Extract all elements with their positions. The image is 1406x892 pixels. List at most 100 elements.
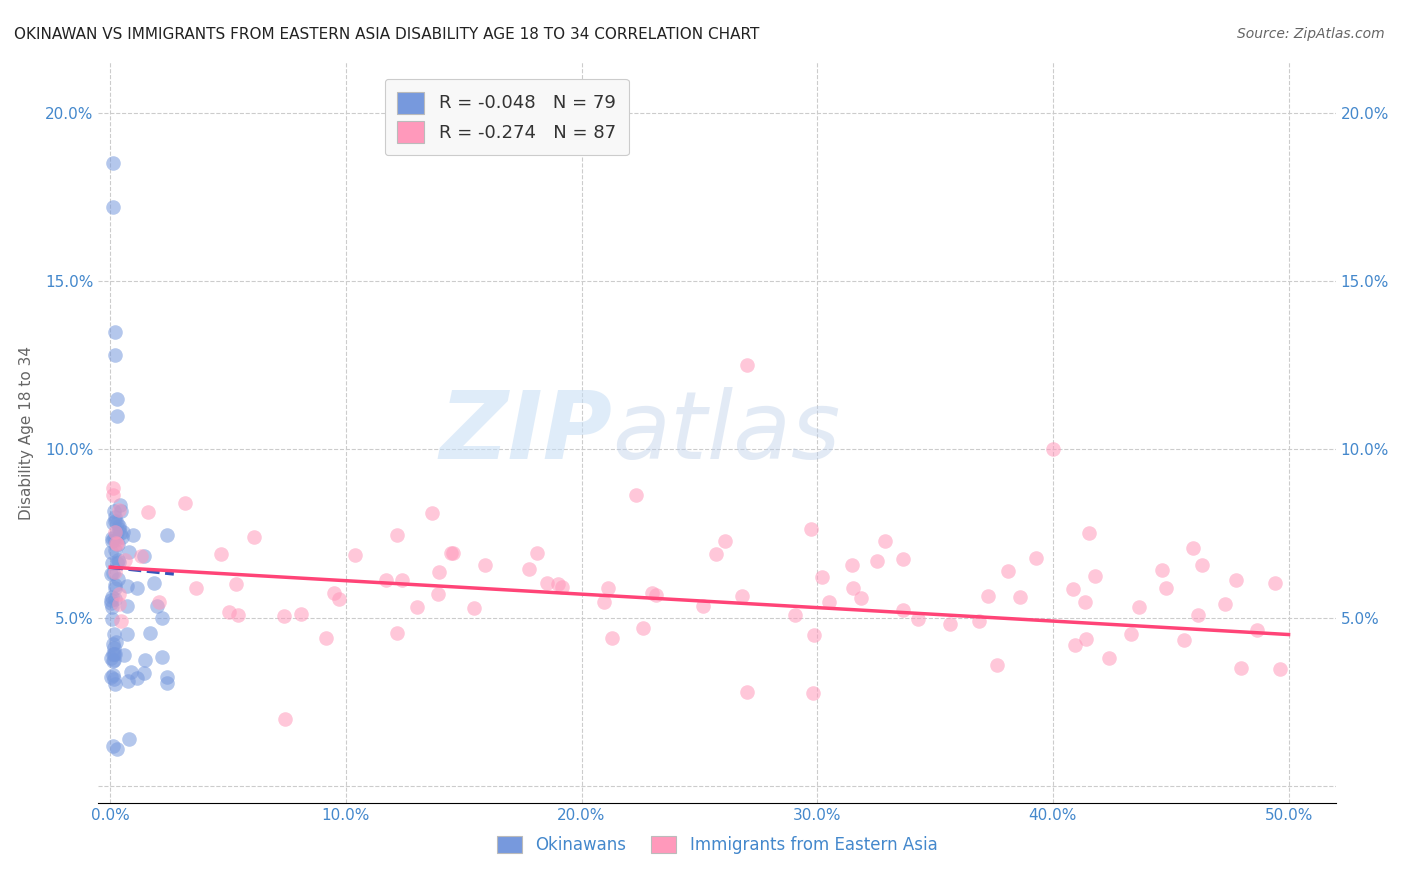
- Point: [100, 566, 122, 581]
- Point: [1173, 632, 1195, 647]
- Point: [1074, 595, 1097, 609]
- Point: [1008, 590, 1031, 604]
- Point: [385, 528, 408, 542]
- Point: [1191, 558, 1213, 572]
- Point: [641, 586, 664, 600]
- Point: [600, 631, 623, 645]
- Point: [107, 572, 129, 586]
- Point: [893, 551, 915, 566]
- Point: [100, 596, 122, 610]
- Point: [103, 672, 125, 686]
- Point: [440, 546, 463, 560]
- Point: [108, 587, 131, 601]
- Point: [849, 591, 872, 606]
- Point: [1084, 569, 1107, 583]
- Point: [105, 392, 128, 406]
- Point: [108, 498, 131, 512]
- Text: atlas: atlas: [612, 387, 841, 478]
- Point: [375, 573, 398, 587]
- Point: [800, 522, 823, 536]
- Point: [101, 739, 124, 753]
- Point: [118, 545, 141, 559]
- Point: [104, 578, 127, 592]
- Point: [143, 576, 166, 591]
- Point: [155, 676, 177, 690]
- Point: [939, 617, 962, 632]
- Point: [110, 504, 132, 518]
- Point: [115, 627, 138, 641]
- Point: [114, 648, 136, 662]
- Point: [100, 592, 122, 607]
- Point: [551, 580, 574, 594]
- Text: ZIP: ZIP: [439, 386, 612, 479]
- Point: [105, 742, 128, 756]
- Point: [1246, 624, 1268, 638]
- Point: [226, 607, 249, 622]
- Point: [873, 534, 896, 549]
- Point: [101, 600, 124, 615]
- Point: [107, 537, 129, 551]
- Point: [146, 599, 169, 613]
- Point: [1076, 632, 1098, 646]
- Point: [139, 626, 162, 640]
- Point: [1264, 576, 1286, 591]
- Point: [107, 503, 129, 517]
- Point: [117, 673, 139, 688]
- Point: [122, 528, 145, 542]
- Point: [866, 554, 889, 568]
- Point: [986, 658, 1008, 673]
- Point: [1150, 563, 1173, 577]
- Point: [101, 156, 124, 170]
- Point: [1121, 626, 1143, 640]
- Point: [1064, 638, 1087, 652]
- Point: [385, 626, 408, 640]
- Point: [803, 628, 825, 642]
- Point: [101, 533, 124, 548]
- Legend: Okinawans, Immigrants from Eastern Asia: Okinawans, Immigrants from Eastern Asia: [491, 830, 943, 861]
- Point: [1062, 582, 1084, 596]
- Point: [315, 632, 337, 646]
- Point: [328, 592, 350, 607]
- Point: [218, 605, 240, 619]
- Point: [103, 533, 125, 548]
- Point: [731, 589, 754, 603]
- Point: [156, 670, 179, 684]
- Point: [101, 200, 124, 214]
- Point: [997, 564, 1019, 578]
- Point: [273, 608, 295, 623]
- Point: [107, 553, 129, 567]
- Point: [156, 528, 179, 542]
- Point: [969, 614, 991, 628]
- Point: [596, 581, 619, 595]
- Point: [426, 586, 449, 600]
- Point: [150, 611, 173, 625]
- Point: [174, 496, 197, 510]
- Point: [714, 533, 737, 548]
- Point: [104, 514, 127, 528]
- Point: [735, 359, 758, 373]
- Point: [104, 527, 127, 541]
- Point: [103, 636, 125, 650]
- Point: [103, 653, 125, 667]
- Point: [645, 588, 668, 602]
- Point: [104, 676, 127, 690]
- Point: [104, 524, 127, 539]
- Point: [100, 671, 122, 685]
- Point: [105, 635, 128, 649]
- Point: [243, 530, 266, 544]
- Point: [801, 686, 824, 700]
- Point: [100, 545, 122, 559]
- Point: [977, 589, 1000, 603]
- Point: [1097, 651, 1119, 665]
- Point: [547, 577, 569, 591]
- Point: [536, 576, 558, 591]
- Point: [105, 536, 128, 550]
- Point: [104, 565, 127, 579]
- Point: [1181, 541, 1204, 555]
- Point: [735, 685, 758, 699]
- Point: [101, 488, 124, 502]
- Point: [111, 530, 134, 544]
- Point: [420, 506, 443, 520]
- Point: [150, 650, 173, 665]
- Point: [463, 601, 485, 615]
